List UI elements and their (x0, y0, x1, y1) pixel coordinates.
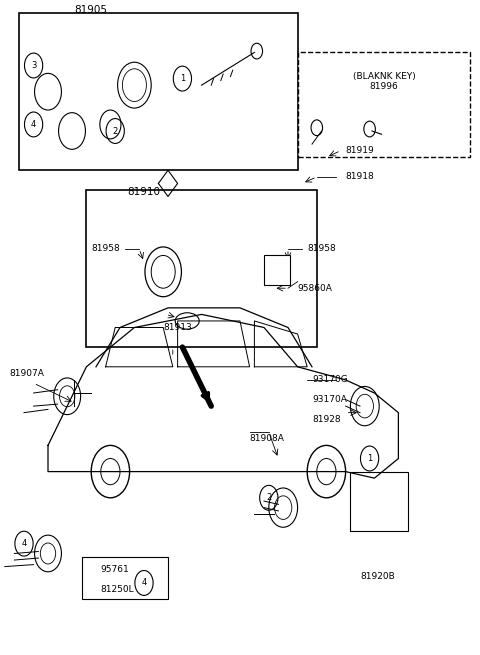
Bar (264, 255, 290, 285)
Text: 81250L: 81250L (101, 585, 134, 594)
Text: 81919: 81919 (346, 146, 374, 155)
Text: 81910: 81910 (128, 187, 160, 196)
Text: 81958: 81958 (91, 244, 120, 253)
Text: 4: 4 (22, 539, 26, 548)
Text: (BLAKNK KEY)
81996: (BLAKNK KEY) 81996 (353, 72, 415, 92)
Bar (19, 13, 298, 170)
Text: 4: 4 (142, 578, 146, 588)
Text: 81918: 81918 (346, 172, 374, 181)
Text: 3: 3 (31, 61, 36, 70)
Text: 95761: 95761 (101, 565, 130, 574)
Text: 81908A: 81908A (250, 434, 285, 443)
Text: 93170G: 93170G (312, 375, 348, 384)
Text: 2: 2 (266, 493, 271, 502)
Text: 93170A: 93170A (312, 395, 347, 404)
Text: 81907A: 81907A (10, 369, 45, 378)
Text: 4: 4 (31, 120, 36, 129)
Text: 1: 1 (367, 454, 372, 463)
Text: 81905: 81905 (75, 5, 108, 14)
Bar (82, 557, 168, 599)
Text: 81920B: 81920B (360, 572, 395, 581)
Text: 81913: 81913 (163, 323, 192, 332)
Text: 2: 2 (113, 126, 118, 136)
FancyBboxPatch shape (298, 52, 470, 157)
Text: 81958: 81958 (307, 244, 336, 253)
Text: 1: 1 (180, 74, 185, 83)
Bar (86, 190, 317, 347)
Text: 81928: 81928 (312, 415, 341, 424)
Bar (350, 472, 408, 531)
Text: 95860A: 95860A (298, 284, 333, 293)
